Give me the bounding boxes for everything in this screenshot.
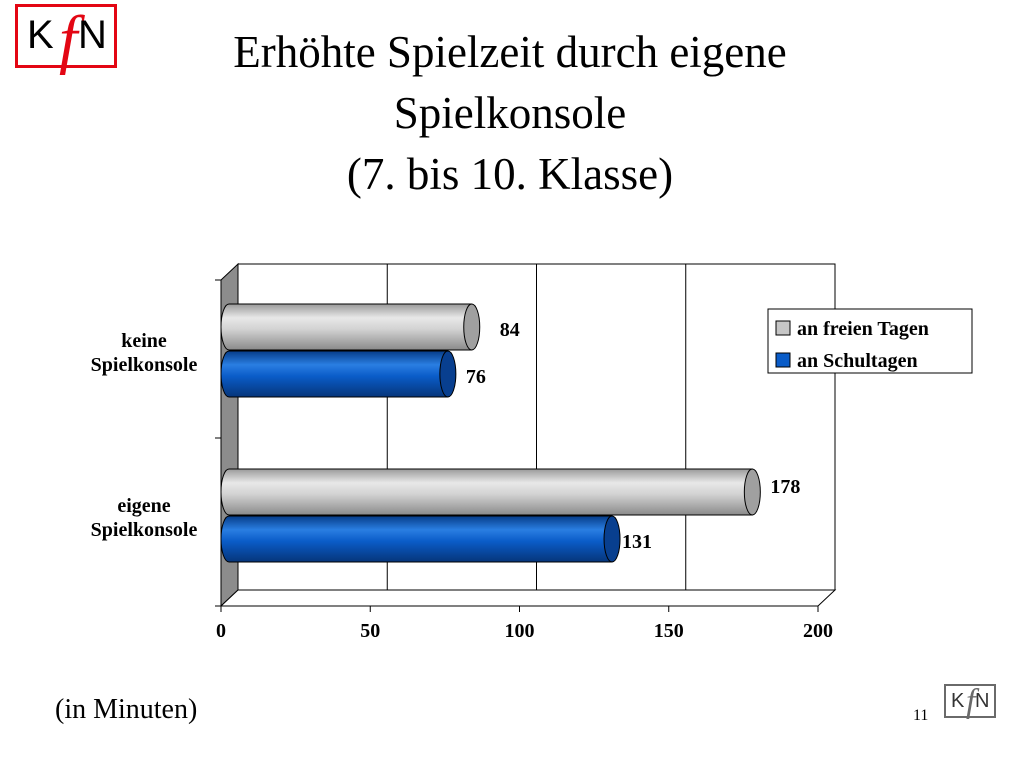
title-line-3: (7. bis 10. Klasse) — [346, 149, 674, 199]
title-line-1: Erhöhte Spielzeit durch eigene — [233, 27, 787, 77]
small-logo-letter-n: N — [975, 690, 990, 712]
category-label: Spielkonsole — [91, 354, 198, 376]
plot-floor — [219, 589, 837, 607]
unit-note: (in Minuten) — [55, 694, 198, 725]
bar-end-cap — [603, 515, 621, 563]
bar-end-cap — [463, 303, 481, 351]
bar-value-label: 131 — [622, 531, 652, 553]
legend-label: an Schultagen — [797, 350, 918, 372]
bar-value-label: 84 — [500, 319, 520, 341]
legend-box — [767, 308, 973, 374]
bar-schultage — [220, 515, 613, 563]
title-line-2: Spielkonsole — [393, 88, 627, 138]
kfn-logo: K f N — [15, 4, 117, 73]
bar-value-label: 76 — [466, 366, 486, 388]
bar-end-cap — [743, 468, 761, 516]
bar-end-cap — [439, 350, 457, 398]
x-tick-label: 50 — [360, 620, 380, 642]
category-label: keine — [121, 330, 167, 352]
category-label: Spielkonsole — [91, 519, 198, 541]
bar-freie-tage — [220, 468, 753, 516]
x-tick-label: 200 — [803, 620, 833, 642]
legend-swatch — [775, 320, 791, 336]
x-tick-label: 100 — [505, 620, 535, 642]
slide-title: Erhöhte Spielzeit durch eigene Spielkons… — [140, 22, 880, 205]
logo-slash-f: f — [59, 3, 78, 76]
legend-label: an freien Tagen — [797, 318, 929, 340]
bar-schultage — [220, 350, 449, 398]
logo-letter-n: N — [78, 13, 107, 57]
category-label: eigene — [117, 495, 170, 517]
x-tick-label: 150 — [654, 620, 684, 642]
legend-swatch — [775, 352, 791, 368]
logo-letter-k: K — [27, 13, 54, 57]
kfn-logo-small: K f N — [944, 683, 996, 720]
bar-freie-tage — [220, 303, 473, 351]
x-tick-label: 0 — [216, 620, 226, 642]
small-logo-letter-k: K — [951, 690, 965, 712]
page-number: 11 — [913, 707, 929, 724]
bar-value-label: 178 — [770, 476, 800, 498]
small-logo-slash-f: f — [966, 683, 976, 720]
